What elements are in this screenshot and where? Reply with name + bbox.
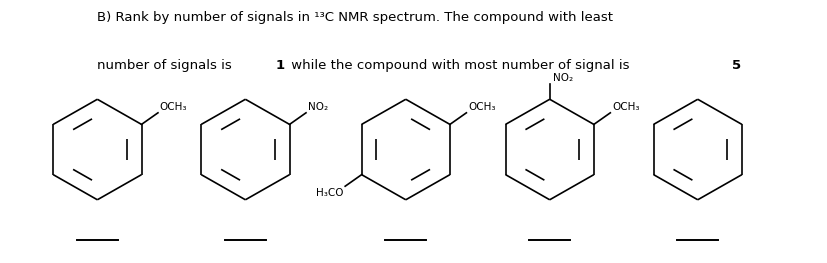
- Text: NO₂: NO₂: [308, 102, 327, 112]
- Text: NO₂: NO₂: [552, 73, 572, 83]
- Text: OCH₃: OCH₃: [611, 102, 638, 112]
- Text: OCH₃: OCH₃: [160, 102, 187, 112]
- Text: OCH₃: OCH₃: [467, 102, 495, 112]
- Text: while the compound with most number of signal is: while the compound with most number of s…: [287, 59, 633, 72]
- Text: number of signals is: number of signals is: [98, 59, 236, 72]
- Text: 5: 5: [731, 59, 740, 72]
- Text: 1: 1: [275, 59, 284, 72]
- Text: B) Rank by number of signals in ¹³C NMR spectrum. The compound with least: B) Rank by number of signals in ¹³C NMR …: [98, 11, 613, 23]
- Text: H₃CO: H₃CO: [316, 188, 343, 198]
